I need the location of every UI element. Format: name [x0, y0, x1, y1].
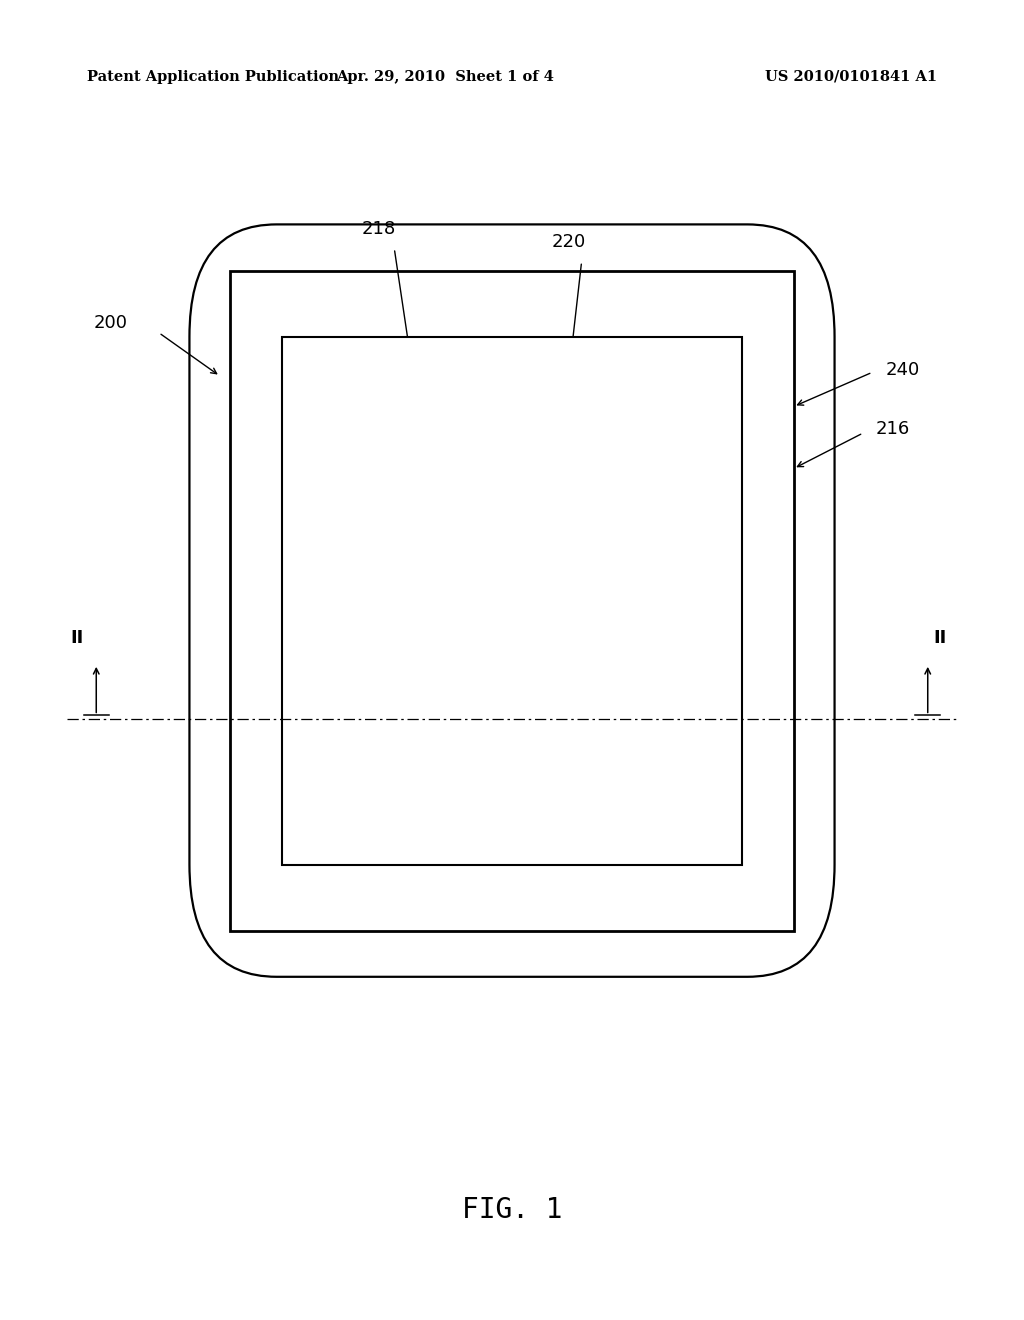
Text: 220: 220: [551, 232, 586, 251]
Text: Apr. 29, 2010  Sheet 1 of 4: Apr. 29, 2010 Sheet 1 of 4: [337, 70, 554, 83]
Text: 200: 200: [94, 314, 128, 333]
Bar: [230, 271, 794, 931]
Text: II: II: [71, 628, 83, 647]
Bar: [282, 337, 742, 865]
Text: Patent Application Publication: Patent Application Publication: [87, 70, 339, 83]
Text: US 2010/0101841 A1: US 2010/0101841 A1: [765, 70, 937, 83]
Text: FIG. 1: FIG. 1: [462, 1196, 562, 1225]
Text: 240: 240: [886, 360, 920, 379]
FancyBboxPatch shape: [189, 224, 835, 977]
Text: 216: 216: [876, 420, 909, 438]
Text: 218: 218: [361, 219, 396, 238]
Text: II: II: [934, 628, 946, 647]
